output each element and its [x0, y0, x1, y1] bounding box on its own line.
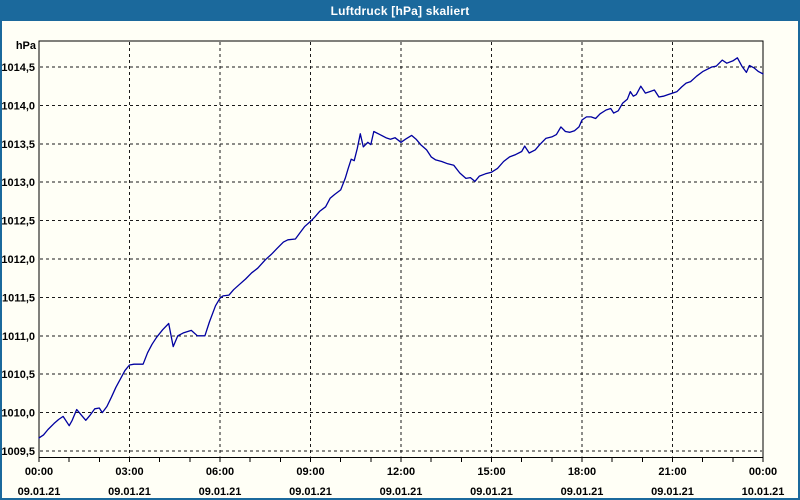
- svg-text:15:00: 15:00: [477, 466, 505, 478]
- svg-text:1013,0: 1013,0: [1, 177, 35, 189]
- svg-text:1009,5: 1009,5: [1, 446, 35, 458]
- svg-text:00:00: 00:00: [749, 466, 777, 478]
- svg-text:hPa: hPa: [16, 40, 37, 52]
- svg-text:10.01.21: 10.01.21: [742, 486, 785, 498]
- svg-text:1012,5: 1012,5: [1, 216, 35, 228]
- svg-text:1010,5: 1010,5: [1, 369, 35, 381]
- svg-text:18:00: 18:00: [568, 466, 596, 478]
- y-axis-unit-label: hPa: [16, 40, 37, 52]
- window-title: Luftdruck [hPa] skaliert: [330, 3, 470, 18]
- x-axis-tick-marks: [38, 457, 764, 462]
- svg-text:09.01.21: 09.01.21: [380, 486, 423, 498]
- y-axis-labels: 1014,5 1014,0 1013,5 1013,0 1012,5 1012,0 1011…: [1, 62, 35, 458]
- svg-text:09.01.21: 09.01.21: [651, 486, 694, 498]
- svg-text:21:00: 21:00: [658, 466, 686, 478]
- svg-text:12:00: 12:00: [387, 466, 415, 478]
- svg-text:1012,0: 1012,0: [1, 254, 35, 266]
- svg-text:09.01.21: 09.01.21: [108, 486, 151, 498]
- svg-text:09:00: 09:00: [296, 466, 324, 478]
- svg-text:09.01.21: 09.01.21: [18, 486, 61, 498]
- svg-text:1011,5: 1011,5: [2, 292, 35, 304]
- svg-text:1013,5: 1013,5: [1, 139, 35, 151]
- svg-text:09.01.21: 09.01.21: [470, 486, 513, 498]
- x-axis-labels: 00:00 09.01.21 03:00 09.01.21 06:00 09.01.21 0…: [18, 466, 785, 498]
- svg-text:09.01.21: 09.01.21: [199, 486, 242, 498]
- svg-text:1014,0: 1014,0: [1, 100, 35, 112]
- svg-text:1014,5: 1014,5: [1, 62, 35, 74]
- svg-text:06:00: 06:00: [206, 466, 234, 478]
- pressure-line: [38, 57, 764, 439]
- svg-text:09.01.21: 09.01.21: [289, 486, 332, 498]
- svg-text:1011,0: 1011,0: [2, 331, 35, 343]
- svg-text:09.01.21: 09.01.21: [561, 486, 604, 498]
- svg-text:1010,0: 1010,0: [1, 408, 35, 420]
- grid-lines: [40, 42, 762, 457]
- title-bar: Luftdruck [hPa] skaliert: [0, 0, 800, 21]
- svg-text:03:00: 03:00: [115, 466, 143, 478]
- svg-text:00:00: 00:00: [25, 466, 53, 478]
